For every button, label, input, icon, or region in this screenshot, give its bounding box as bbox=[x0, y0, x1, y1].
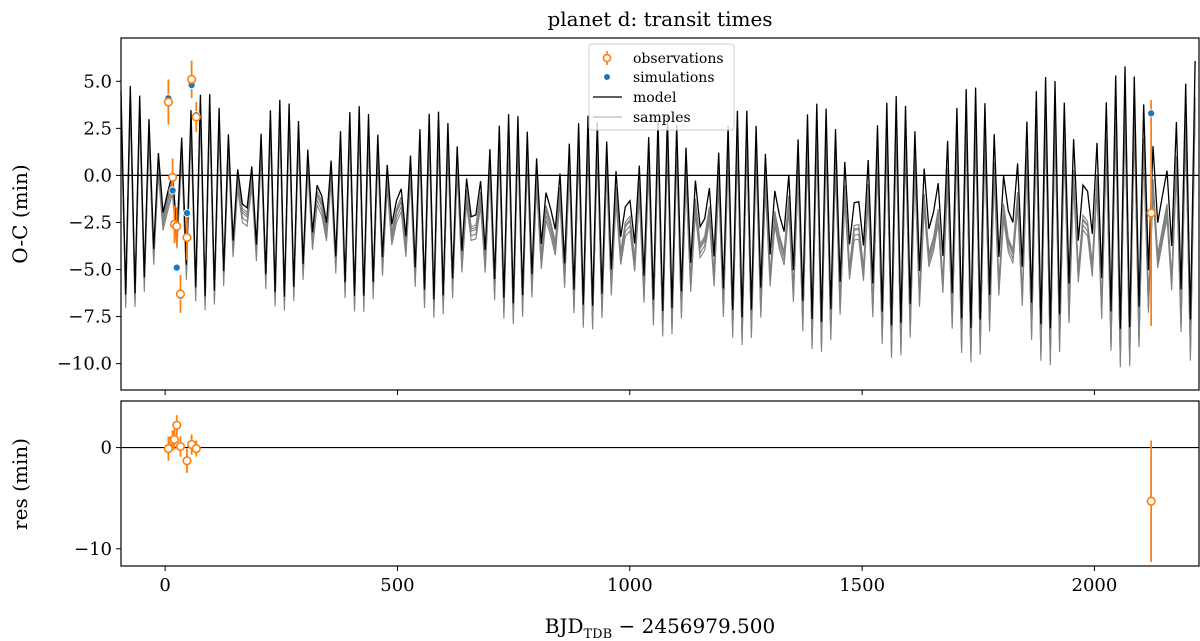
res-observation-point-8 bbox=[191, 443, 201, 454]
x-axis-label-subscript: TDB bbox=[584, 627, 613, 641]
res-observation-point-3 bbox=[169, 434, 180, 445]
res-observation-point-9 bbox=[1146, 496, 1156, 506]
res-observation-errorbars bbox=[167, 415, 1153, 562]
oc-observation-point-8 bbox=[191, 112, 201, 122]
legend-model-label: model bbox=[633, 90, 677, 106]
oc-observation-point-9 bbox=[1146, 208, 1156, 218]
chart-title: planet d: transit times bbox=[547, 7, 772, 31]
oc-observation-point-1 bbox=[163, 97, 173, 107]
oc-simulation-point-2 bbox=[168, 186, 177, 195]
oc-axes-frame bbox=[120, 37, 1200, 391]
res-observation-point-5 bbox=[175, 441, 186, 452]
oc-observation-point-6 bbox=[182, 232, 192, 243]
oc-ytick-label-3: −5.0 bbox=[68, 260, 112, 281]
oc-simulation-point-3 bbox=[172, 263, 181, 272]
oc-simulation-point-5 bbox=[182, 209, 192, 218]
res-panel: −10 0 0 500 1000 1500 2000 res (min) bbox=[8, 400, 1200, 596]
oc-observation-point-7 bbox=[187, 74, 197, 85]
oc-observation-point-4 bbox=[172, 221, 182, 231]
xtick-label-2: 500 bbox=[380, 575, 414, 596]
res-axes-frame bbox=[120, 400, 1200, 567]
oc-observation-points bbox=[163, 74, 1156, 299]
oc-observation-point-2 bbox=[167, 172, 178, 182]
res-x-ticks: 0 500 1000 1500 2000 bbox=[159, 566, 1117, 596]
res-ytick-label-2: 0 bbox=[101, 438, 112, 459]
xtick-label-1: 0 bbox=[159, 575, 170, 596]
res-ytick-label-1: −10 bbox=[74, 539, 112, 560]
legend-box bbox=[588, 43, 735, 131]
xtick-label-4: 1500 bbox=[839, 575, 885, 596]
res-y-ticks: −10 0 bbox=[74, 438, 121, 560]
oc-x-ticks bbox=[164, 390, 1095, 395]
oc-ytick-label-5: 0.0 bbox=[83, 165, 112, 186]
oc-ytick-label-2: −7.5 bbox=[68, 307, 112, 328]
oc-ytick-label-1: −10.0 bbox=[57, 354, 112, 375]
x-axis-label: BJDTDB − 2456979.500 bbox=[545, 614, 775, 641]
legend-simulations-marker bbox=[603, 73, 611, 81]
res-y-axis-label: res (min) bbox=[8, 438, 32, 530]
res-observation-point-4 bbox=[172, 420, 182, 430]
oc-ytick-label-4: −2.5 bbox=[68, 212, 112, 233]
oc-ytick-label-7: 5.0 bbox=[83, 71, 112, 92]
legend: observations simulations model samples bbox=[588, 43, 735, 131]
oc-y-axis-label: O-C (min) bbox=[8, 164, 32, 263]
x-axis-label-base: BJD bbox=[545, 614, 584, 638]
oc-ytick-label-6: 2.5 bbox=[83, 118, 112, 139]
legend-observations-label: observations bbox=[633, 51, 724, 67]
x-axis-label-offset: − 2456979.500 bbox=[612, 614, 775, 638]
xtick-label-3: 1000 bbox=[607, 575, 653, 596]
oc-panel: −10.0 −7.5 −5.0 −2.5 0.0 2.5 5.0 O-C (min) obs… bbox=[8, 37, 1200, 395]
oc-observation-point-5 bbox=[175, 289, 186, 299]
legend-simulations-label: simulations bbox=[633, 70, 715, 86]
legend-observations-marker bbox=[602, 51, 612, 65]
res-observation-point-6 bbox=[182, 456, 192, 466]
res-observation-points bbox=[163, 420, 1156, 506]
oc-simulation-point-8 bbox=[1147, 109, 1156, 118]
res-observation-point-1 bbox=[163, 443, 173, 454]
xtick-label-5: 2000 bbox=[1072, 575, 1118, 596]
oc-y-ticks: −10.0 −7.5 −5.0 −2.5 0.0 2.5 5.0 bbox=[57, 71, 121, 375]
legend-samples-label: samples bbox=[633, 110, 691, 126]
